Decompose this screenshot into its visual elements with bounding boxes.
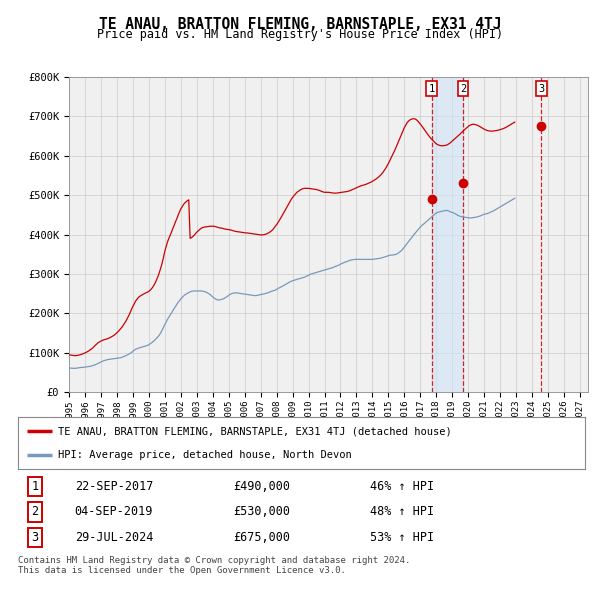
Text: 1: 1 xyxy=(428,84,435,94)
Text: 53% ↑ HPI: 53% ↑ HPI xyxy=(370,531,434,544)
Text: This data is licensed under the Open Government Licence v3.0.: This data is licensed under the Open Gov… xyxy=(18,566,346,575)
Bar xyxy=(556,77,588,392)
Text: 22-SEP-2017: 22-SEP-2017 xyxy=(75,480,153,493)
Text: 3: 3 xyxy=(31,531,38,544)
Text: 04-SEP-2019: 04-SEP-2019 xyxy=(75,505,153,519)
Text: HPI: Average price, detached house, North Devon: HPI: Average price, detached house, Nort… xyxy=(58,450,352,460)
Text: £490,000: £490,000 xyxy=(233,480,290,493)
Text: 3: 3 xyxy=(538,84,544,94)
Text: £675,000: £675,000 xyxy=(233,531,290,544)
Text: 46% ↑ HPI: 46% ↑ HPI xyxy=(370,480,434,493)
Text: TE ANAU, BRATTON FLEMING, BARNSTAPLE, EX31 4TJ: TE ANAU, BRATTON FLEMING, BARNSTAPLE, EX… xyxy=(99,17,501,31)
Text: 2: 2 xyxy=(460,84,466,94)
Text: Price paid vs. HM Land Registry's House Price Index (HPI): Price paid vs. HM Land Registry's House … xyxy=(97,28,503,41)
Text: 48% ↑ HPI: 48% ↑ HPI xyxy=(370,505,434,519)
Text: TE ANAU, BRATTON FLEMING, BARNSTAPLE, EX31 4TJ (detached house): TE ANAU, BRATTON FLEMING, BARNSTAPLE, EX… xyxy=(58,426,451,436)
Text: 1: 1 xyxy=(31,480,38,493)
Text: £530,000: £530,000 xyxy=(233,505,290,519)
Text: 29-JUL-2024: 29-JUL-2024 xyxy=(75,531,153,544)
Text: Contains HM Land Registry data © Crown copyright and database right 2024.: Contains HM Land Registry data © Crown c… xyxy=(18,556,410,565)
Bar xyxy=(432,77,463,392)
Text: 2: 2 xyxy=(31,505,38,519)
